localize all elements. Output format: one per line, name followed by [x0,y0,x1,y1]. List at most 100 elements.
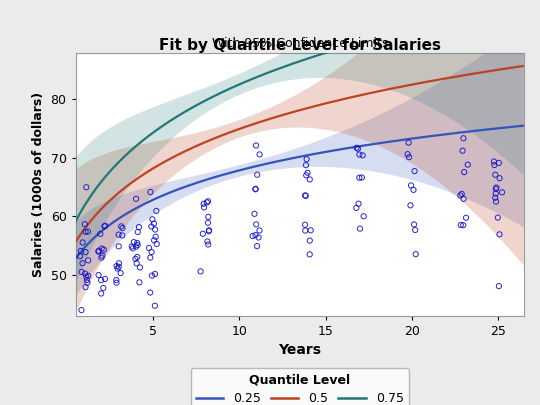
Point [495,175,504,181]
Point [354,145,362,152]
Point [97,290,105,297]
Point [199,230,207,237]
Point [355,175,363,181]
Point [458,147,467,154]
Point [147,249,156,255]
Point [252,142,260,149]
Point [76,253,84,260]
Point [302,162,310,168]
Point [81,284,90,290]
Point [302,172,310,179]
Point [456,192,464,199]
Point [306,227,315,234]
Point [97,277,105,284]
Point [152,208,161,214]
Point [200,204,208,211]
Point [100,276,109,282]
Point [205,228,213,234]
Point [146,289,154,296]
Point [83,277,91,283]
Point [145,245,153,251]
Point [204,220,212,226]
Point [491,194,500,201]
Point [133,240,141,246]
Point [82,184,91,190]
Point [352,205,361,211]
Point [129,245,137,252]
Point [132,260,141,266]
Point [459,222,468,228]
Point [130,239,138,245]
Point [456,222,465,228]
Point [117,223,125,230]
Point [306,251,314,258]
Point [492,184,501,191]
Point [301,193,310,199]
Point [100,223,109,230]
Point [146,189,155,195]
Point [82,273,91,280]
Point [112,277,120,284]
Point [148,216,157,223]
Point [77,307,86,313]
Point [250,211,259,217]
Point [152,241,161,247]
Point [112,263,121,269]
Point [97,245,106,252]
Point [205,227,213,234]
Point [457,191,466,197]
Point [114,260,123,266]
Point [248,233,257,239]
Point [146,254,154,261]
Point [77,269,86,275]
Point [463,162,472,168]
Point [204,241,213,248]
Point [84,257,92,264]
Point [204,213,213,220]
Point [492,198,501,205]
Point [96,230,105,237]
Point [78,260,87,266]
Point [491,190,500,197]
Point [301,192,309,198]
Point [255,151,264,158]
Point [302,156,311,162]
Point [80,221,89,228]
Point [352,145,361,151]
Point [490,158,498,165]
Point [134,224,143,230]
Point [355,151,364,158]
Point [410,168,419,174]
Point [84,228,92,235]
Point [301,227,309,234]
Point [114,264,123,270]
Point [495,160,503,166]
Point [114,231,123,238]
Point [99,246,108,253]
Point [118,225,127,231]
Y-axis label: Salaries (1000s of dollars): Salaries (1000s of dollars) [32,92,45,277]
Point [112,279,121,286]
Point [113,265,122,272]
Point [254,234,263,241]
Point [114,243,123,249]
Point [77,248,85,254]
Point [251,232,260,239]
Point [403,151,412,158]
Point [498,189,507,196]
Point [151,271,159,277]
Point [99,285,107,291]
Point [80,270,89,277]
Point [97,254,106,261]
Point [150,237,158,243]
Point [84,273,92,279]
Point [81,249,90,255]
Point [404,139,413,146]
Point [354,200,363,207]
Point [199,200,208,207]
Point [407,182,415,189]
Point [251,185,260,192]
Point [459,196,468,202]
Point [151,303,159,309]
Point [147,223,156,230]
